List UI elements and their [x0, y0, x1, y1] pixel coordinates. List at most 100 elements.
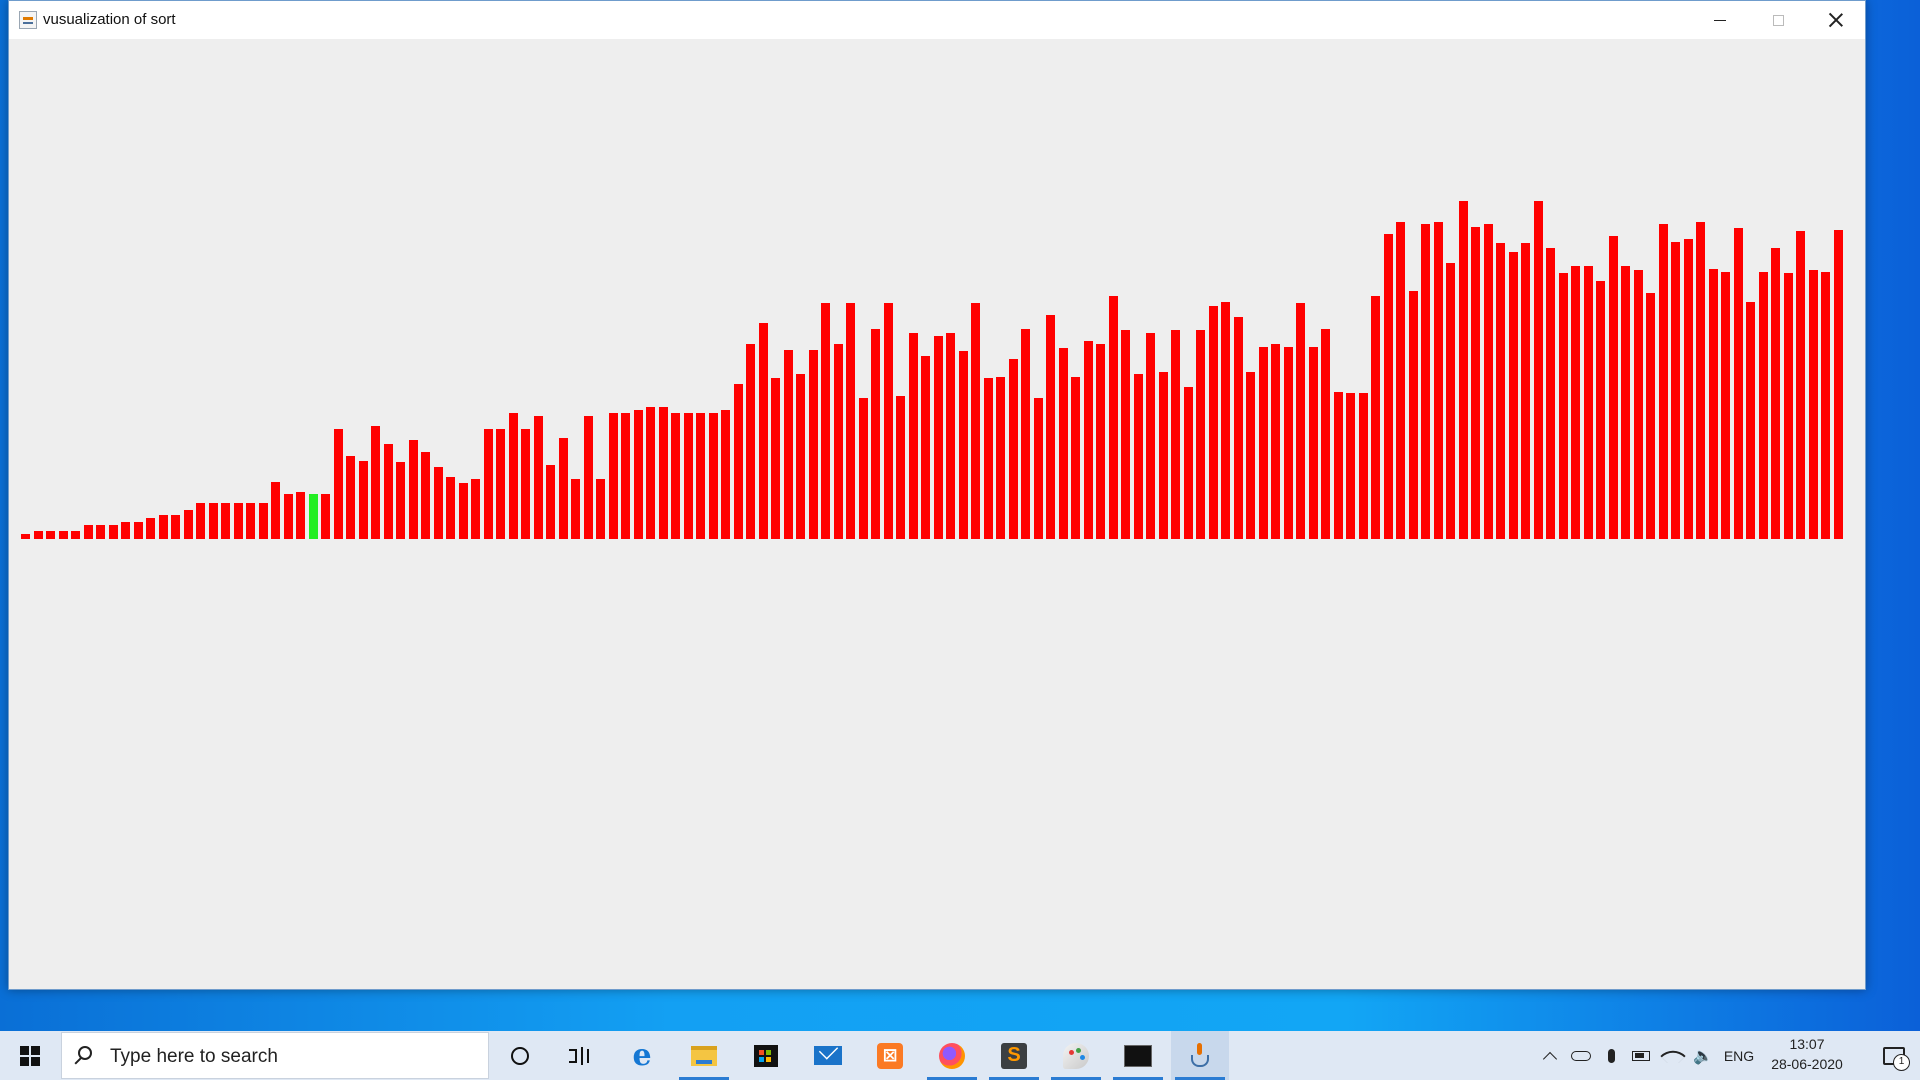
- taskbar-search-box[interactable]: Type here to search: [61, 1032, 489, 1079]
- sort-canvas: [9, 39, 1865, 989]
- sort-visualization-window: vusualization of sort: [8, 0, 1866, 990]
- sort-bar: [1833, 230, 1843, 539]
- sort-bar: [1133, 374, 1143, 539]
- volume-tray-button[interactable]: 🔈: [1690, 1031, 1716, 1080]
- sort-bar: [333, 429, 343, 539]
- taskbar-sublime-text[interactable]: S: [985, 1031, 1043, 1080]
- sort-bar: [246, 503, 255, 539]
- taskbar-file-explorer[interactable]: [675, 1031, 733, 1080]
- sort-bar: [596, 479, 605, 539]
- window-title: vusualization of sort: [43, 11, 176, 28]
- microphone-icon: [1607, 1048, 1615, 1063]
- sort-bar: [933, 336, 943, 539]
- sort-bar: [533, 416, 543, 539]
- taskbar-edge[interactable]: e: [613, 1031, 671, 1080]
- chevron-up-icon: [1542, 1051, 1558, 1066]
- folder-icon: [691, 1045, 717, 1066]
- taskbar-xampp[interactable]: ⊠: [861, 1031, 919, 1080]
- title-bar[interactable]: vusualization of sort: [9, 1, 1865, 39]
- sort-bar: [1233, 317, 1243, 539]
- sort-bar: [708, 413, 718, 539]
- sort-bar: [221, 503, 230, 539]
- start-button[interactable]: [0, 1031, 60, 1080]
- edge-icon: e: [632, 1037, 652, 1073]
- sort-bar: [71, 531, 80, 539]
- sort-bar: [1321, 329, 1330, 539]
- sort-bar: [483, 429, 493, 539]
- sort-bar: [133, 522, 143, 539]
- sort-bar: [1108, 296, 1118, 539]
- sort-bar: [1546, 248, 1555, 539]
- sort-bar: [733, 384, 743, 539]
- wifi-icon: [1660, 1042, 1686, 1069]
- sort-bar: [1658, 224, 1668, 539]
- taskbar-store[interactable]: [737, 1031, 795, 1080]
- paint-palette-icon: [1063, 1042, 1089, 1069]
- sort-bar: [921, 356, 930, 539]
- sort-bar: [283, 494, 293, 539]
- running-indicator: [927, 1077, 977, 1080]
- sort-bar: [671, 413, 680, 539]
- sort-bar: [33, 531, 43, 539]
- sort-bar: [183, 510, 193, 539]
- sort-bar: [321, 494, 330, 539]
- sort-bar: [758, 323, 768, 539]
- sort-bar: [496, 429, 505, 539]
- speaker-icon: 🔈: [1693, 1047, 1713, 1065]
- sort-bar: [983, 378, 993, 539]
- sort-bar: [1383, 234, 1393, 539]
- taskbar-command-prompt[interactable]: [1109, 1031, 1167, 1080]
- sort-bar: [1171, 330, 1180, 539]
- taskbar-firefox[interactable]: [923, 1031, 981, 1080]
- sort-bar: [296, 492, 305, 539]
- sort-bar: [1496, 243, 1505, 539]
- sort-bar: [1208, 306, 1218, 539]
- language-indicator[interactable]: ENG: [1718, 1031, 1760, 1080]
- taskbar-mail[interactable]: [799, 1031, 857, 1080]
- sort-bar: [808, 350, 818, 539]
- sort-bar: [783, 350, 793, 539]
- sort-bar: [1183, 387, 1193, 539]
- sort-bar: [121, 522, 130, 539]
- microphone-tray-button[interactable]: [1600, 1031, 1622, 1080]
- task-view-icon: [569, 1046, 591, 1065]
- sort-bar: [1196, 330, 1205, 539]
- sort-bar: [1283, 347, 1293, 539]
- taskbar-java[interactable]: [1171, 1031, 1229, 1080]
- running-indicator: [1051, 1077, 1101, 1080]
- maximize-button[interactable]: [1749, 1, 1807, 39]
- sort-bar: [871, 329, 880, 539]
- close-button[interactable]: [1807, 1, 1865, 39]
- sort-bar: [1721, 272, 1730, 539]
- sort-bar: [1396, 222, 1405, 539]
- task-view-button[interactable]: [551, 1031, 609, 1080]
- network-tray-button[interactable]: [1660, 1031, 1686, 1080]
- sort-bar: [508, 413, 518, 539]
- system-clock[interactable]: 13:07 28-06-2020: [1763, 1031, 1851, 1080]
- sort-bar: [1058, 348, 1068, 539]
- show-hidden-icons-button[interactable]: [1538, 1031, 1562, 1080]
- minimize-button[interactable]: [1691, 1, 1749, 39]
- sort-bar: [1646, 293, 1655, 539]
- action-center-button[interactable]: 1: [1868, 1031, 1920, 1080]
- sort-bar: [833, 344, 843, 539]
- taskbar-paint-3d[interactable]: [1047, 1031, 1105, 1080]
- sort-bar: [471, 479, 480, 539]
- clock-time: 13:07: [1789, 1036, 1825, 1052]
- minimize-icon: [1714, 19, 1726, 21]
- sort-bar: [208, 503, 218, 539]
- sort-bar: [1633, 270, 1643, 539]
- sort-bar: [1708, 269, 1718, 539]
- onedrive-tray-button[interactable]: [1568, 1031, 1594, 1080]
- sort-bar: [1821, 272, 1830, 539]
- sort-bar: [1158, 372, 1168, 539]
- maximize-icon: [1772, 14, 1784, 26]
- battery-tray-button[interactable]: [1628, 1031, 1654, 1080]
- sort-bar: [1008, 359, 1018, 539]
- sort-bar: [96, 525, 105, 539]
- sort-bar: [1096, 344, 1105, 539]
- sort-bar: [1121, 330, 1130, 539]
- cortana-button[interactable]: [491, 1031, 549, 1080]
- sort-bar: [908, 333, 918, 539]
- sort-bar: [371, 426, 380, 539]
